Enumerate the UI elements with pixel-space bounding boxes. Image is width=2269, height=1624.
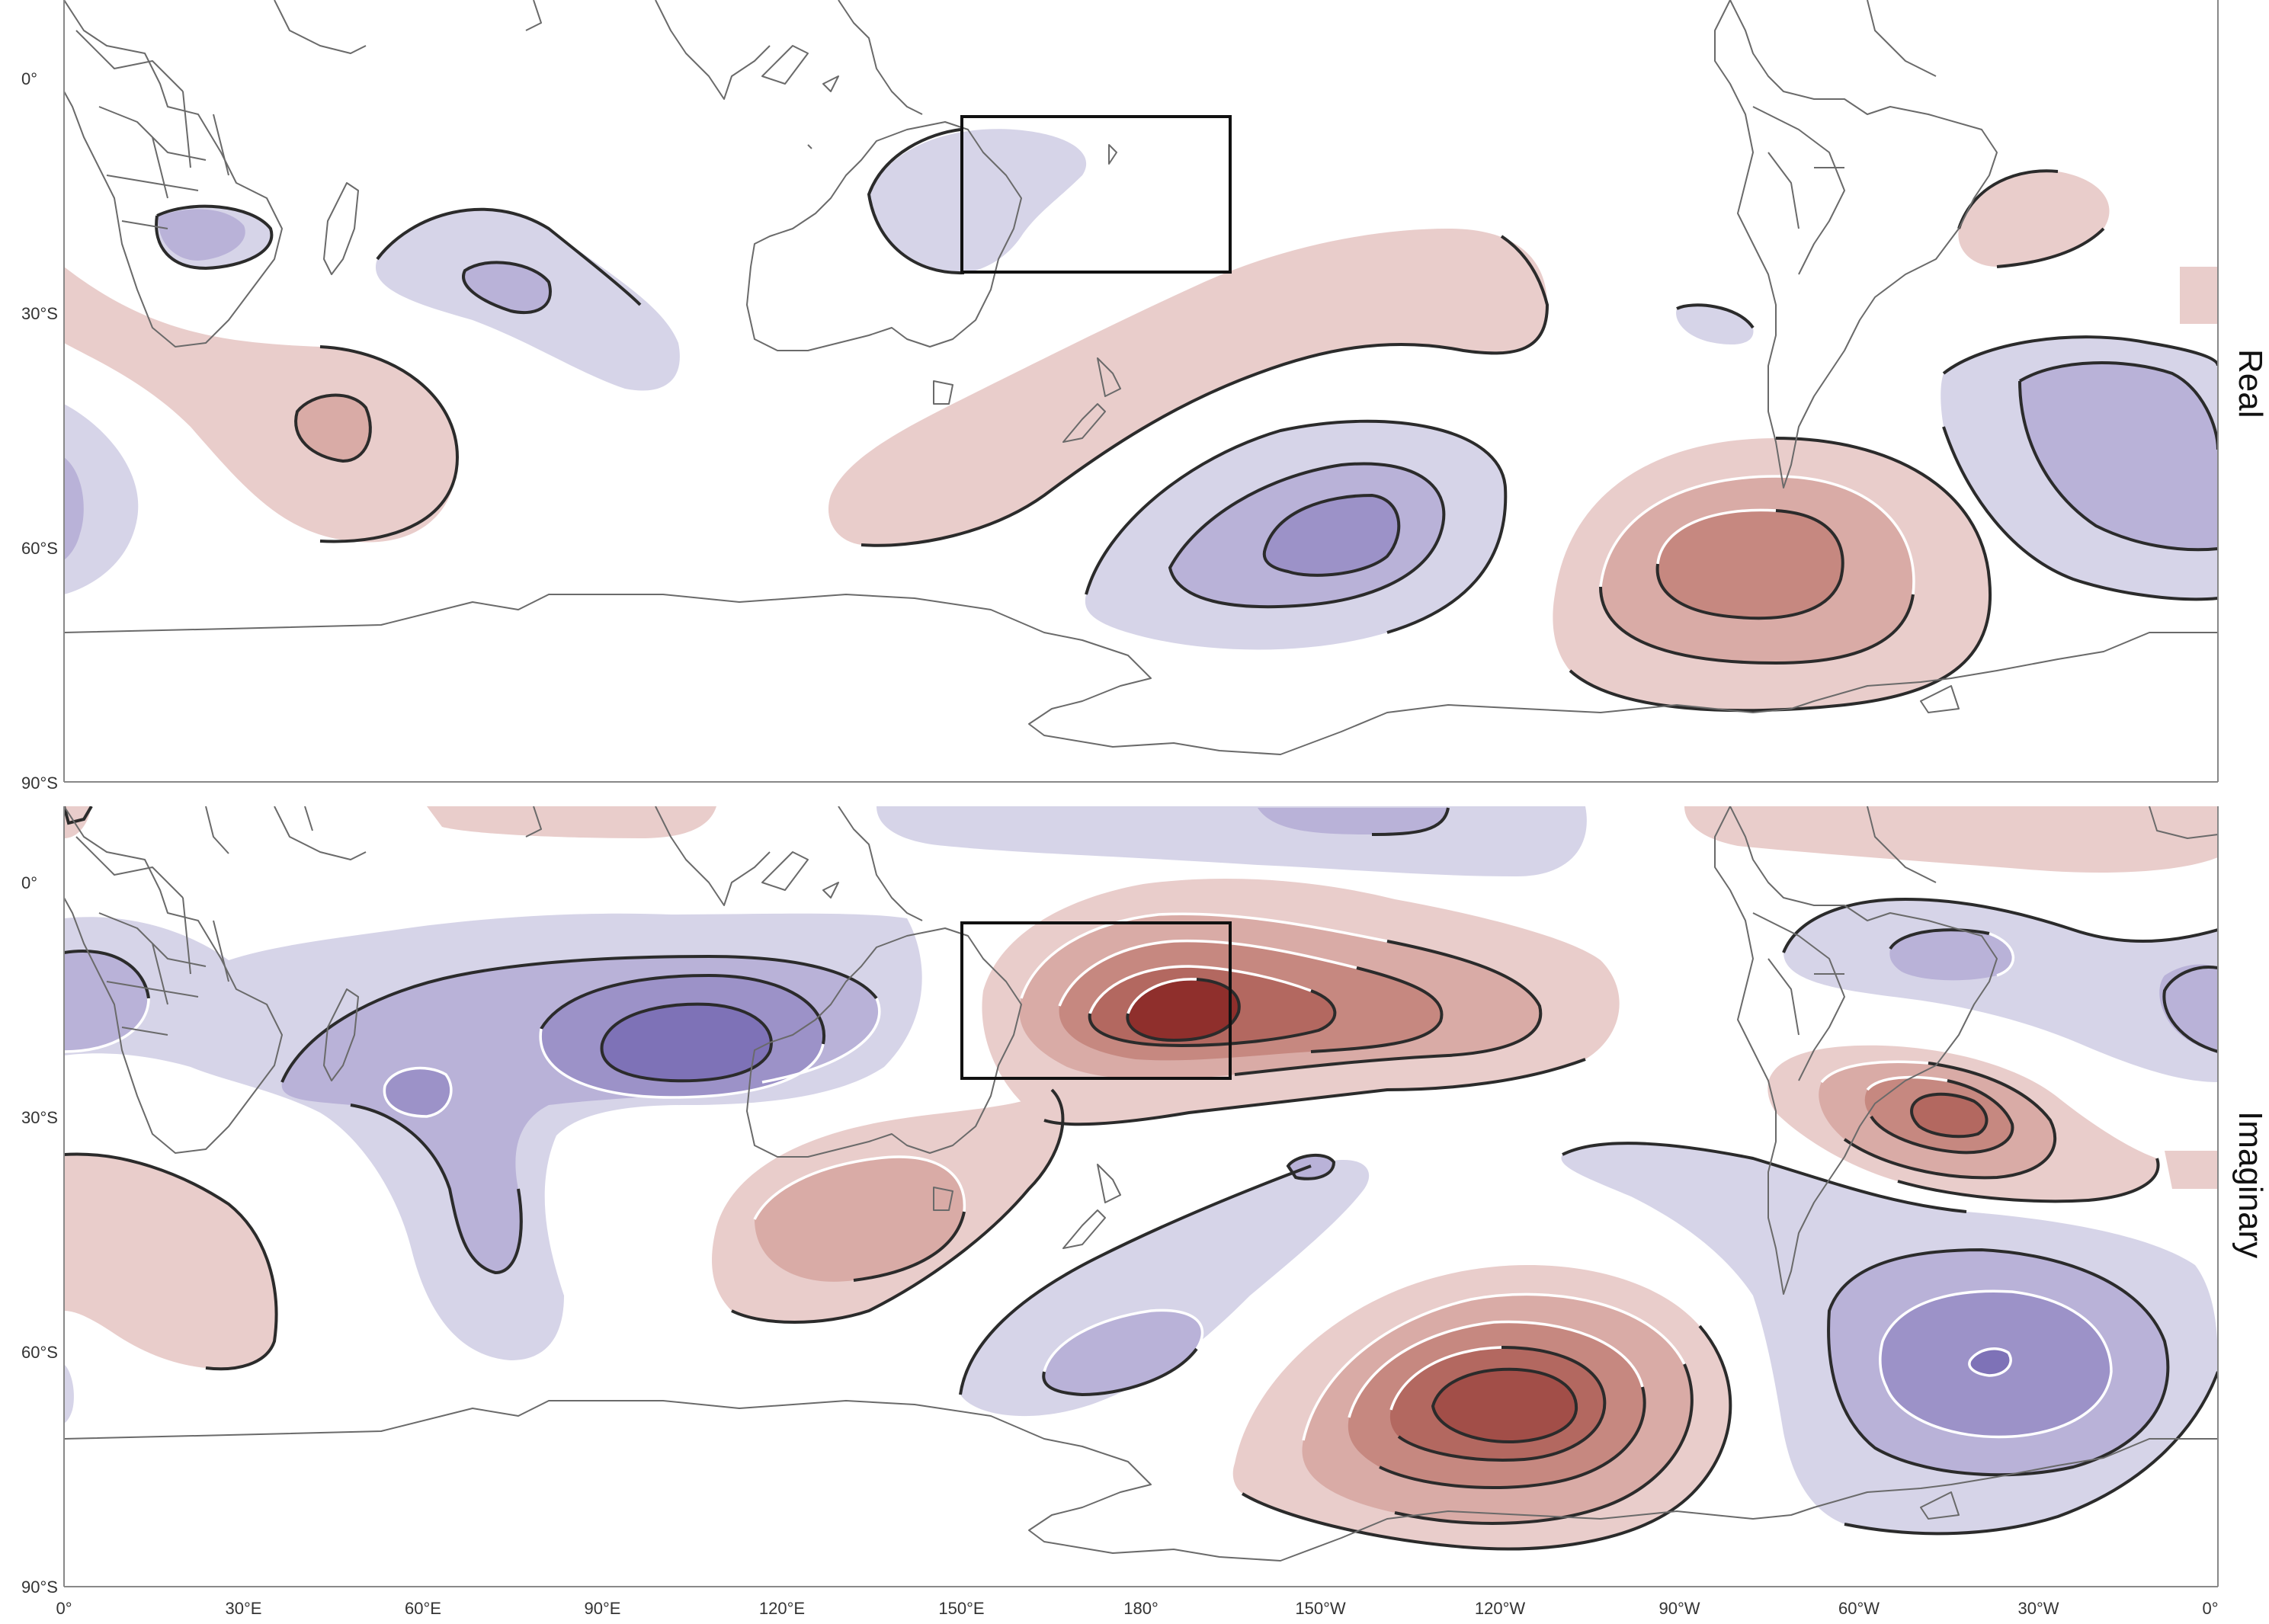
antarctica-coastline [64,594,2218,755]
tasmania-coastline [933,380,953,405]
negative-anomaly [1264,495,1399,575]
lon-tick-label: 30°W [2017,1599,2059,1618]
highlight-box-imaginary [960,921,1232,1080]
negative-anomaly [1258,808,1448,834]
panel-label-imaginary: Imaginary [2232,1111,2269,1258]
panel-real: 0° 30°S 60°S 90°S Real [21,0,2269,793]
positive-anomaly [828,229,1547,546]
positive-anomaly [1684,806,2218,873]
south-america-coastline [1714,0,1998,488]
lat-tick-label: 90°S [21,774,58,793]
negative-anomaly [2159,964,2218,1052]
madagascar-coastline [323,182,359,275]
lat-tick-label: 0° [21,873,37,892]
africa-coastline [64,0,283,348]
coastlines-imaginary [64,806,2218,1562]
negative-anomaly [384,1068,451,1116]
negative-anomaly [601,1004,771,1081]
antarctica-coastline [64,1400,2218,1562]
contour-lines-real [155,128,2218,713]
lat-axis-imaginary: 0° 30°S 60°S 90°S [21,873,58,1597]
negative-anomaly [869,129,1087,274]
negative-anomaly [64,951,149,1052]
lon-tick-label: 0° [2202,1599,2218,1618]
positive-anomaly [1127,979,1239,1040]
arabia-coastline [274,806,542,860]
india-coastline [655,806,771,906]
negative-anomaly [64,1364,74,1424]
lat-tick-label: 30°S [21,1108,58,1127]
negative-anomaly [877,806,1587,876]
negative-anomaly [1969,1348,2011,1376]
lat-tick-label: 60°S [21,1343,58,1362]
positive-anomaly [1912,1094,1987,1137]
anomaly-fields-real [64,129,2218,711]
lon-tick-label: 150°E [938,1599,984,1618]
lon-tick-label: 60°W [1838,1599,1880,1618]
africa-coastline [64,806,283,1154]
panel-label-real: Real [2232,349,2269,418]
new-zealand-coastline [1062,357,1121,443]
india-coastline [655,0,771,100]
lon-tick-label: 0° [56,1599,72,1618]
negative-anomaly [1676,305,1754,345]
negative-anomaly [64,404,139,594]
positive-anomaly [64,1154,277,1369]
se-asia-coastline [761,806,923,921]
lon-tick-label: 60°E [405,1599,441,1618]
positive-anomaly [2165,1151,2218,1189]
lat-tick-label: 30°S [21,304,58,323]
positive-anomaly [755,1157,965,1282]
madagascar-coastline [323,988,359,1081]
positive-anomaly [1958,171,2110,267]
lat-tick-label: 60°S [21,539,58,558]
lat-tick-label: 90°S [21,1578,58,1597]
contour-lines-imaginary [64,806,2218,1551]
lat-tick-label: 0° [21,69,37,88]
tasmania-coastline [933,1187,953,1211]
australia-coastline [746,121,1022,351]
negative-anomaly [158,209,245,261]
negative-anomaly [1889,930,2014,981]
se-asia-coastline [761,0,923,115]
positive-anomaly [2180,267,2218,324]
lon-tick-label: 180° [1123,1599,1159,1618]
lon-tick-label: 90°E [585,1599,621,1618]
lon-tick-label: 150°W [1295,1599,1346,1618]
highlight-box-real [960,115,1232,274]
positive-anomaly [427,806,716,838]
negative-anomaly [64,457,84,560]
australia-coastline [746,927,1022,1158]
positive-anomaly [296,395,370,461]
positive-anomaly [1657,510,1843,619]
positive-anomaly [1433,1369,1577,1443]
lon-tick-label: 120°W [1475,1599,1526,1618]
coastlines-real [64,0,2218,755]
arabia-coastline [274,0,542,54]
lon-tick-label: 90°W [1658,1599,1700,1618]
south-america-coastline [1714,806,1998,1295]
lon-tick-label: 120°E [759,1599,805,1618]
lon-tick-label: 30°E [226,1599,262,1618]
panel-imaginary: 0° 30°S 60°S 90°S Imaginary [21,806,2269,1597]
lat-axis-real: 0° 30°S 60°S 90°S [21,69,58,793]
lon-axis: 0° 30°E 60°E 90°E 120°E 150°E 180° 150°W… [56,1599,2218,1618]
new-zealand-coastline [1062,1164,1121,1249]
pacific-islands-coastline [807,144,1117,165]
